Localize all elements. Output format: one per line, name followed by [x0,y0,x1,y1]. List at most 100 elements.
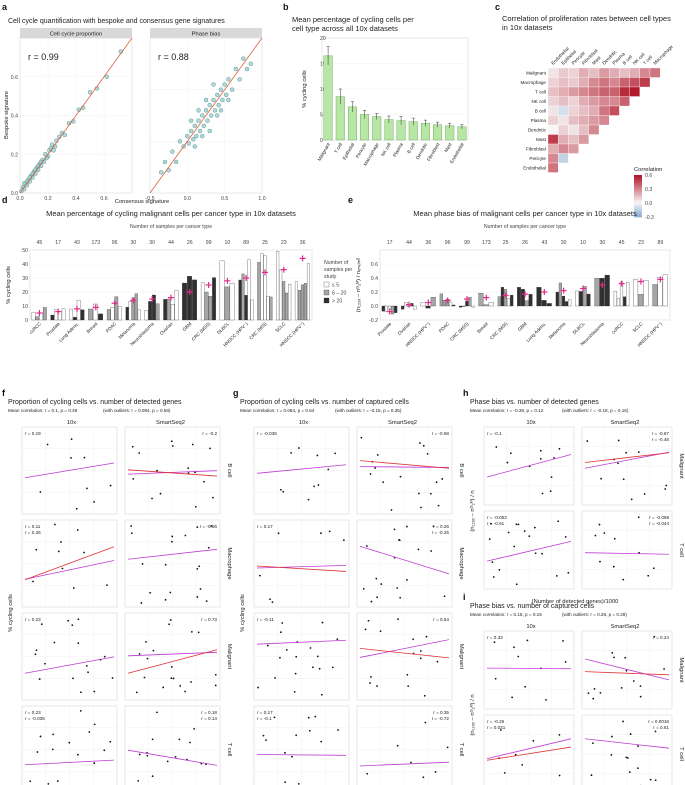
study-bar [244,295,248,321]
data-point [271,601,274,604]
study-bar [623,296,627,307]
data-point [197,631,200,634]
subtitle-blue-i: Mean correlation: r = 0.15, p = 0.15 [470,612,542,617]
data-point [622,578,625,581]
data-point [189,741,191,744]
y-tick-label: 0.4 [371,276,378,282]
data-point [630,498,633,501]
data-point [390,509,393,511]
data-point [624,656,627,659]
study-bar [652,284,658,307]
correlation-label: r = -0.052 [487,515,507,520]
data-point [443,595,446,598]
data-point [492,576,495,578]
heatmap-cell [578,105,589,116]
data-point [513,545,516,548]
data-point [229,87,235,92]
legend-swatch [634,185,642,188]
study-bar [520,289,525,307]
heatmap-cell [547,96,559,107]
data-point [170,149,175,154]
data-point [77,618,80,621]
fit-line-outliers [359,460,450,469]
data-point [334,452,337,455]
facet-macrophage-10x: r = 0.17 [253,519,350,608]
sample-count: 30 [561,240,567,246]
study-bar [391,305,395,315]
data-point [321,621,324,624]
identity-line [149,37,263,194]
data-point [517,655,520,658]
data-point [553,456,555,459]
correlation-label: r = 0.33 [487,635,503,640]
data-point [192,144,198,149]
heatmap-cell [558,124,569,135]
data-point [507,531,510,534]
data-point [620,686,623,689]
category-label: GBM [517,321,528,332]
heatmap-cell [609,105,620,116]
heatmap-cell [588,105,600,116]
data-point [599,560,601,563]
legend-title-d-1: Number of [324,260,349,266]
study-bar [536,287,542,307]
study-bar [241,273,245,321]
data-point [257,686,260,689]
data-point [336,638,339,641]
data-point [36,751,39,753]
data-point [171,535,174,538]
row-strip-label: Malignant [226,644,232,670]
heatmap-cell [609,77,620,88]
category-label: Lung Adeno. [58,321,80,343]
heatmap-legend: 0.6 0.3 0.0 -0.3 [634,173,654,221]
data-point [603,532,606,534]
y-axis-label-i: (n₁₂₉ₓ – nᴳ₂ᴹ) / n [469,694,476,735]
facet-malignant-10x: r = 0.23 [21,612,118,701]
data-point [44,662,46,665]
data-point [188,128,194,134]
y-axis-label-b: % cycling cells [302,70,308,108]
chart-title-b-line1: Mean percentage of cycling cells per [292,15,414,24]
data-point [226,97,231,103]
fit-line [127,651,218,657]
fit-line [24,759,115,766]
data-point [72,677,74,680]
sample-count: 36 [300,240,306,246]
data-point [193,728,196,730]
data-point [419,442,421,444]
legend-swatch [634,179,642,182]
col-strip-label: 10x [526,420,535,426]
data-point [515,523,518,526]
heatmap-cell [558,143,569,154]
correlation-label: r = -0.67 [652,431,670,436]
data-point [75,507,78,510]
study-bar [303,283,307,321]
correlation-label: r = -0.1 [487,431,502,436]
data-point [149,591,152,594]
data-point [374,467,377,469]
study-bar [528,294,533,307]
study-bar [187,276,192,321]
data-point [285,649,288,651]
data-point [39,735,42,738]
heatmap-cell [629,67,640,78]
subtitle-blue-g: Mean correlation: r = 0.084, p = 0.54 [240,408,315,413]
chart-title-f: Proportion of cycling cells vs. number o… [8,399,182,406]
study-bar [306,263,310,321]
category-label: Melanoma [117,321,136,340]
heatmap-cell [547,77,559,88]
data-point [187,472,190,474]
facet-t-cell-smartseq2: r = 0.35r = -0.72 [356,705,453,785]
data-point [521,763,524,766]
data-point [422,776,425,779]
sample-count: 30 [599,240,605,246]
study-bar [643,280,649,307]
y-tick-label: -0.2 [369,318,378,324]
study-bar [488,302,494,307]
data-point [35,548,38,551]
data-point [557,520,560,523]
study-bar [212,277,216,321]
correlation-label: r = 0.26 [25,530,41,535]
study-bar [510,294,514,307]
data-point [613,656,615,659]
